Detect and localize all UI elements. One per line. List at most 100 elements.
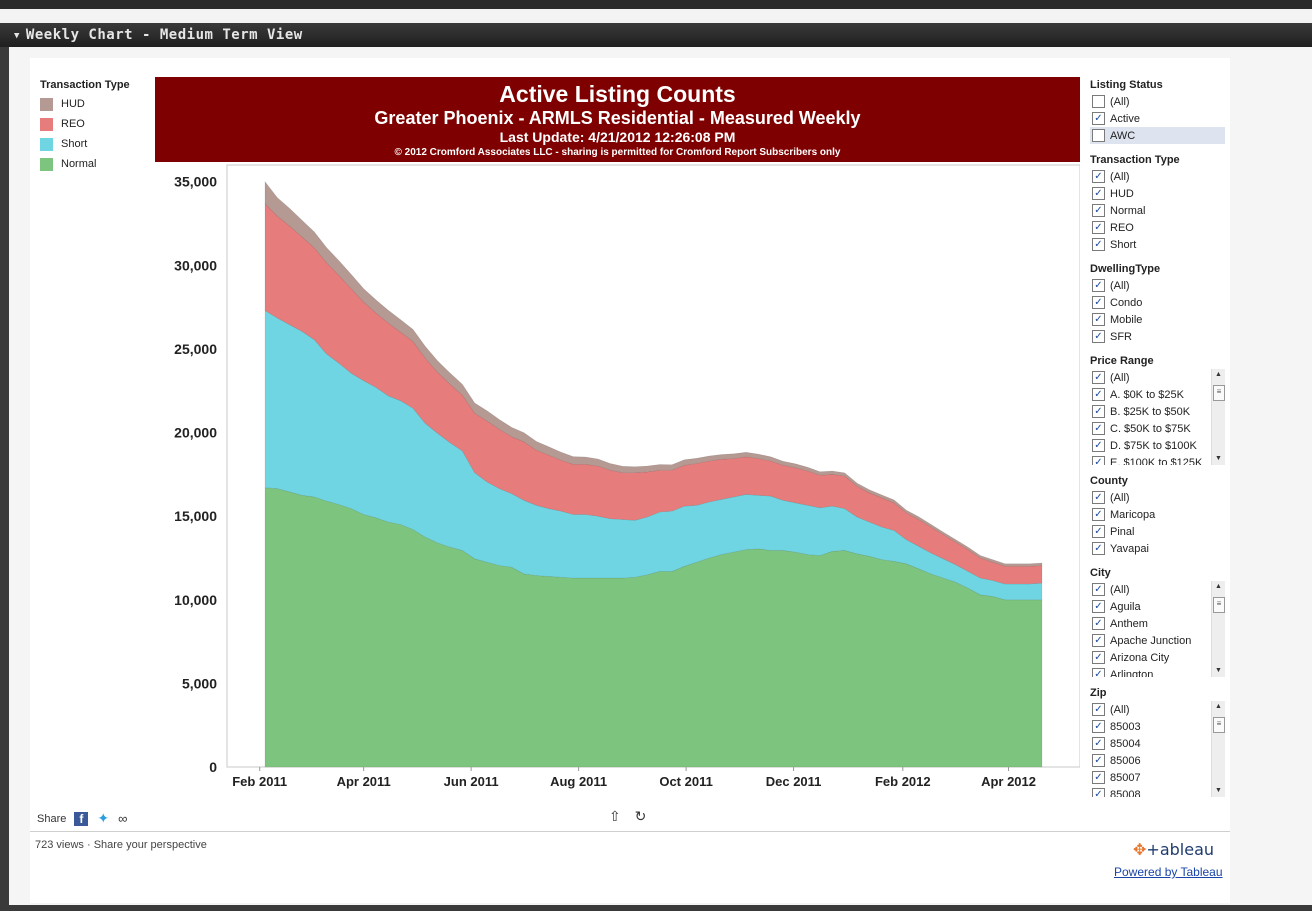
legend-item-reo[interactable]: REO (40, 114, 150, 134)
checkbox-checked[interactable]: ✓ (1092, 330, 1105, 343)
checkbox-checked[interactable]: ✓ (1092, 583, 1105, 596)
filter-option-short[interactable]: ✓ Short (1090, 236, 1225, 253)
filter-option-a-0k-to-25k[interactable]: ✓ A. $0K to $25K (1090, 386, 1225, 403)
checkbox-checked[interactable]: ✓ (1092, 651, 1105, 664)
checkbox-checked[interactable]: ✓ (1092, 542, 1105, 555)
filter-option-label: (All) (1110, 279, 1130, 292)
filter-option-pinal[interactable]: ✓ Pinal (1090, 523, 1225, 540)
filter-option-c-50k-to-75k[interactable]: ✓ C. $50K to $75K (1090, 420, 1225, 437)
checkbox-checked[interactable]: ✓ (1092, 388, 1105, 401)
filter-option-85006[interactable]: ✓ 85006 (1090, 752, 1225, 769)
city-list[interactable]: ✓ (All) ✓ Aguila ✓ Anthem ✓ Apache Junction ✓ Ari… (1090, 581, 1225, 677)
legend-item-hud[interactable]: HUD (40, 94, 150, 114)
x-tick-label: Feb 2011 (232, 774, 287, 789)
price-range-list[interactable]: ✓ (All) ✓ A. $0K to $25K ✓ B. $25K to $50K ✓ C.… (1090, 369, 1225, 465)
filter-option-anthem[interactable]: ✓ Anthem (1090, 615, 1225, 632)
checkbox-checked[interactable]: ✓ (1092, 170, 1105, 183)
link-icon[interactable]: ∞ (118, 811, 128, 826)
checkbox-checked[interactable]: ✓ (1092, 221, 1105, 234)
checkbox-checked[interactable]: ✓ (1092, 439, 1105, 452)
filter-option-maricopa[interactable]: ✓ Maricopa (1090, 506, 1225, 523)
filter-option-apache-junction[interactable]: ✓ Apache Junction (1090, 632, 1225, 649)
filter-option-all[interactable]: ✓ (All) (1090, 701, 1225, 718)
legend-item-short[interactable]: Short (40, 134, 150, 154)
filter-option-mobile[interactable]: ✓ Mobile (1090, 311, 1225, 328)
filter-option-arlington[interactable]: ✓ Arlington (1090, 666, 1225, 677)
filter-option-hud[interactable]: ✓ HUD (1090, 185, 1225, 202)
filter-option-awc[interactable]: AWC (1090, 127, 1225, 144)
checkbox-unchecked[interactable] (1092, 129, 1105, 142)
checkbox-checked[interactable]: ✓ (1092, 313, 1105, 326)
checkbox-checked[interactable]: ✓ (1092, 525, 1105, 538)
price-range-scrollbar[interactable]: ▲ ≡ ▼ (1211, 369, 1225, 465)
city-scrollbar[interactable]: ▲ ≡ ▼ (1211, 581, 1225, 677)
revert-icon[interactable]: ↻ (634, 808, 647, 824)
chart-svg[interactable]: 0 5,000 10,000 15,000 20,000 25,000 30,000 35,0… (155, 162, 1080, 802)
filter-option-85008[interactable]: ✓ 85008 (1090, 786, 1225, 797)
filter-option-all[interactable]: ✓ (All) (1090, 581, 1225, 598)
checkbox-checked[interactable]: ✓ (1092, 296, 1105, 309)
filter-option-d-75k-to-100k[interactable]: ✓ D. $75K to $100K (1090, 437, 1225, 454)
checkbox-checked[interactable]: ✓ (1092, 204, 1105, 217)
zip-scrollbar[interactable]: ▲ ≡ ▼ (1211, 701, 1225, 797)
checkbox-checked[interactable]: ✓ (1092, 634, 1105, 647)
area-series-hud[interactable] (264, 180, 1043, 567)
checkbox-checked[interactable]: ✓ (1092, 238, 1105, 251)
filter-option-label: Apache Junction (1110, 634, 1192, 647)
filter-option-85004[interactable]: ✓ 85004 (1090, 735, 1225, 752)
filter-option-aguila[interactable]: ✓ Aguila (1090, 598, 1225, 615)
checkbox-checked[interactable]: ✓ (1092, 668, 1105, 677)
facebook-icon[interactable]: f (74, 811, 89, 826)
area-series-reo[interactable] (264, 202, 1043, 585)
area-series-short[interactable] (264, 309, 1043, 601)
checkbox-checked[interactable]: ✓ (1092, 371, 1105, 384)
checkbox-checked[interactable]: ✓ (1092, 754, 1105, 767)
checkbox-checked[interactable]: ✓ (1092, 737, 1105, 750)
filter-option-sfr[interactable]: ✓ SFR (1090, 328, 1225, 345)
checkbox-checked[interactable]: ✓ (1092, 279, 1105, 292)
checkbox-checked[interactable]: ✓ (1092, 508, 1105, 521)
filter-option-e-100k-to-125k[interactable]: ✓ E. $100K to $125K (1090, 454, 1225, 465)
checkbox-checked[interactable]: ✓ (1092, 112, 1105, 125)
filter-option-all[interactable]: ✓ (All) (1090, 489, 1225, 506)
checkbox-checked[interactable]: ✓ (1092, 617, 1105, 630)
powered-by-tableau-link[interactable]: Powered by Tableau (1114, 865, 1223, 879)
filter-option-all[interactable]: ✓ (All) (1090, 369, 1225, 386)
twitter-icon[interactable]: ✦ (97, 810, 110, 826)
filter-option-reo[interactable]: ✓ REO (1090, 219, 1225, 236)
checkbox-unchecked[interactable] (1092, 95, 1105, 108)
transaction-type-legend: Transaction Type HUD REO Short Normal (40, 79, 150, 174)
filter-option-all[interactable]: (All) (1090, 93, 1225, 110)
tableau-logo[interactable]: ✥+ableau (1133, 840, 1215, 859)
filter-option-85003[interactable]: ✓ 85003 (1090, 718, 1225, 735)
window-title-bar[interactable]: ▼ Weekly Chart - Medium Term View (0, 23, 1312, 47)
filter-option-label: E. $100K to $125K (1110, 456, 1203, 466)
filter-option-all[interactable]: ✓ (All) (1090, 277, 1225, 294)
filter-option-label: Pinal (1110, 525, 1135, 538)
filter-option-arizona-city[interactable]: ✓ Arizona City (1090, 649, 1225, 666)
collapse-caret-icon[interactable]: ▼ (14, 31, 20, 41)
checkbox-checked[interactable]: ✓ (1092, 771, 1105, 784)
checkbox-checked[interactable]: ✓ (1092, 456, 1105, 465)
zip-list[interactable]: ✓ (All) ✓ 85003 ✓ 85004 ✓ 85006 ✓ 85007 ✓ 85008 ▲ ≡ ▼ (1090, 701, 1225, 797)
checkbox-checked[interactable]: ✓ (1092, 491, 1105, 504)
checkbox-checked[interactable]: ✓ (1092, 600, 1105, 613)
share-export-icon[interactable]: ⇧ (609, 808, 621, 824)
filter-option-label: Arizona City (1110, 651, 1170, 664)
filter-title: DwellingType (1090, 263, 1161, 275)
stacked-area-chart[interactable]: 0 5,000 10,000 15,000 20,000 25,000 30,000 35,0… (155, 162, 1080, 802)
filter-option-yavapai[interactable]: ✓ Yavapai (1090, 540, 1225, 557)
checkbox-checked[interactable]: ✓ (1092, 187, 1105, 200)
filter-option-all[interactable]: ✓ (All) (1090, 168, 1225, 185)
checkbox-checked[interactable]: ✓ (1092, 788, 1105, 797)
filter-option-b-25k-to-50k[interactable]: ✓ B. $25K to $50K (1090, 403, 1225, 420)
checkbox-checked[interactable]: ✓ (1092, 405, 1105, 418)
filter-option-active[interactable]: ✓ Active (1090, 110, 1225, 127)
filter-option-normal[interactable]: ✓ Normal (1090, 202, 1225, 219)
checkbox-checked[interactable]: ✓ (1092, 720, 1105, 733)
checkbox-checked[interactable]: ✓ (1092, 703, 1105, 716)
filter-option-85007[interactable]: ✓ 85007 (1090, 769, 1225, 786)
checkbox-checked[interactable]: ✓ (1092, 422, 1105, 435)
legend-item-normal[interactable]: Normal (40, 154, 150, 174)
filter-option-condo[interactable]: ✓ Condo (1090, 294, 1225, 311)
